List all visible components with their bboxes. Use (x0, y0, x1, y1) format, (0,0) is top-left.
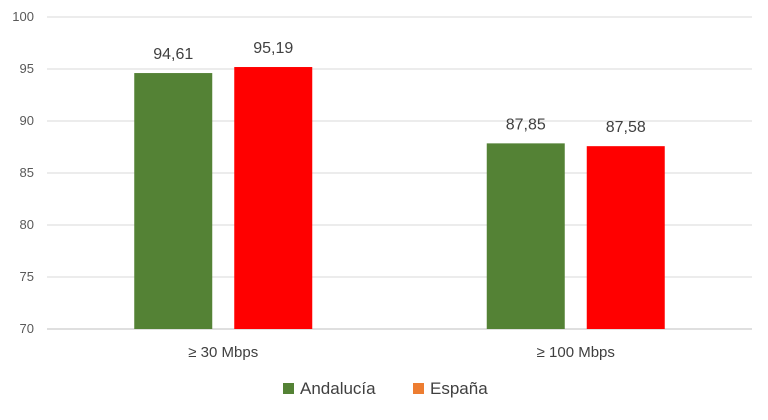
y-tick-label: 100 (12, 9, 34, 24)
x-axis-categories: ≥ 30 Mbps ≥ 100 Mbps (188, 344, 615, 361)
bar-espana (234, 67, 313, 330)
bar-espana (586, 146, 665, 329)
x-category-label: ≥ 30 Mbps (188, 344, 258, 361)
data-label: 87,85 (506, 116, 546, 133)
bar-andalucia (134, 73, 213, 329)
y-tick-label: 80 (20, 217, 34, 232)
legend-swatch (413, 383, 424, 394)
y-tick-label: 85 (20, 165, 34, 180)
bar-andalucia (486, 143, 565, 329)
y-tick-label: 75 (20, 269, 34, 284)
y-tick-label: 90 (20, 113, 34, 128)
value-labels: 94,61 95,19 87,85 87,58 (153, 40, 646, 136)
legend-swatch (283, 383, 294, 394)
y-tick-label: 70 (20, 321, 34, 336)
legend-label: Andalucía (300, 379, 376, 398)
data-label: 95,19 (253, 40, 293, 57)
y-axis-ticks: 70 75 80 85 90 95 100 (12, 9, 34, 336)
y-tick-label: 95 (20, 61, 34, 76)
legend: Andalucía España (283, 379, 488, 398)
data-label: 94,61 (153, 46, 193, 63)
x-category-label: ≥ 100 Mbps (537, 344, 615, 361)
legend-label: España (430, 379, 488, 398)
bars (134, 67, 665, 330)
data-label: 87,58 (606, 119, 646, 136)
